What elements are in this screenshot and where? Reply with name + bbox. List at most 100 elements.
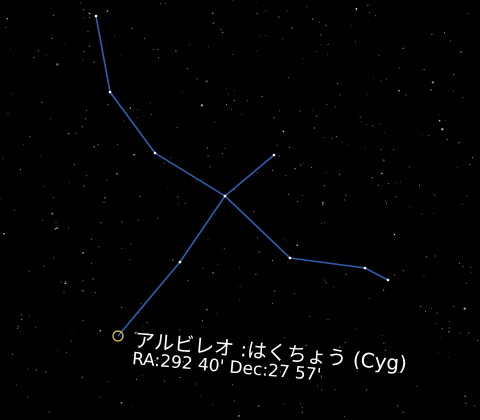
background-star: [80, 2, 82, 4]
background-star: [447, 356, 449, 358]
background-star: [71, 330, 73, 332]
background-star: [253, 211, 255, 213]
background-star: [421, 213, 423, 215]
background-star: [6, 17, 9, 20]
selected-star-marker[interactable]: [112, 330, 124, 342]
background-star: [232, 54, 234, 55]
background-star: [51, 212, 54, 215]
background-star: [375, 15, 377, 17]
background-star: [384, 132, 385, 134]
background-star: [43, 185, 45, 187]
background-star: [165, 2, 166, 4]
background-star: [383, 342, 385, 344]
background-star: [291, 27, 294, 29]
background-star: [120, 402, 123, 404]
background-star: [93, 61, 95, 63]
background-star: [271, 260, 273, 262]
constellation-star[interactable]: [288, 256, 292, 260]
background-star: [324, 222, 326, 223]
background-star: [256, 171, 258, 173]
constellation-star[interactable]: [272, 153, 276, 157]
background-star: [164, 162, 165, 164]
background-star: [416, 385, 418, 387]
background-star: [385, 200, 387, 202]
background-star: [214, 214, 216, 216]
background-star: [86, 110, 87, 112]
constellation-star[interactable]: [94, 14, 98, 18]
background-star: [321, 223, 322, 225]
background-star: [332, 355, 333, 357]
background-star: [388, 183, 389, 185]
background-star: [121, 247, 123, 249]
background-star: [66, 352, 67, 354]
background-star: [154, 360, 156, 361]
constellation-stars[interactable]: [94, 14, 390, 282]
background-star: [339, 346, 341, 348]
background-star: [316, 51, 318, 52]
constellation-star[interactable]: [108, 90, 112, 94]
background-star: [116, 173, 118, 175]
constellation-line: [224, 154, 275, 197]
background-star: [369, 297, 371, 299]
background-star: [283, 403, 285, 405]
background-star: [402, 411, 404, 413]
background-star: [305, 344, 308, 347]
background-star: [258, 36, 260, 38]
background-star: [385, 78, 387, 80]
background-star: [27, 368, 29, 370]
background-star: [133, 153, 135, 156]
background-star: [22, 143, 24, 145]
background-star: [98, 246, 100, 248]
background-star: [54, 228, 57, 230]
background-star: [207, 155, 209, 157]
constellation-star[interactable]: [153, 151, 157, 155]
background-star: [0, 198, 2, 200]
background-star: [294, 167, 296, 170]
background-star: [351, 24, 353, 26]
background-star: [149, 102, 151, 104]
background-star: [271, 303, 273, 304]
background-star: [17, 326, 19, 328]
background-star: [208, 366, 210, 368]
background-star: [462, 97, 464, 98]
background-star: [9, 47, 11, 49]
background-star: [341, 141, 343, 143]
background-star: [468, 332, 470, 334]
background-star: [207, 238, 209, 240]
background-star: [83, 17, 85, 19]
background-star: [288, 146, 290, 148]
background-star: [16, 328, 18, 330]
background-star: [470, 267, 472, 268]
background-star: [121, 221, 123, 223]
background-star: [426, 256, 428, 258]
background-star: [226, 104, 227, 105]
background-star: [131, 28, 133, 30]
constellation-star[interactable]: [223, 194, 227, 198]
background-star: [43, 265, 45, 267]
background-star: [232, 0, 234, 2]
background-star: [130, 243, 132, 245]
background-star: [348, 143, 350, 145]
background-star: [381, 172, 383, 175]
background-star: [81, 376, 83, 378]
background-star: [319, 21, 321, 23]
background-star: [63, 292, 65, 294]
background-star: [138, 312, 140, 314]
background-star: [316, 115, 318, 117]
background-star: [21, 319, 23, 321]
constellation-line: [224, 195, 291, 259]
background-star: [206, 308, 208, 311]
background-star: [256, 355, 258, 357]
background-star: [52, 14, 54, 16]
background-star: [39, 155, 41, 157]
constellation-star[interactable]: [363, 266, 367, 270]
background-star: [187, 280, 189, 282]
background-star: [399, 67, 401, 69]
constellation-star[interactable]: [386, 278, 390, 282]
background-star: [160, 3, 162, 5]
background-star: [366, 389, 368, 391]
constellation-star[interactable]: [178, 260, 182, 264]
background-star: [257, 405, 260, 407]
